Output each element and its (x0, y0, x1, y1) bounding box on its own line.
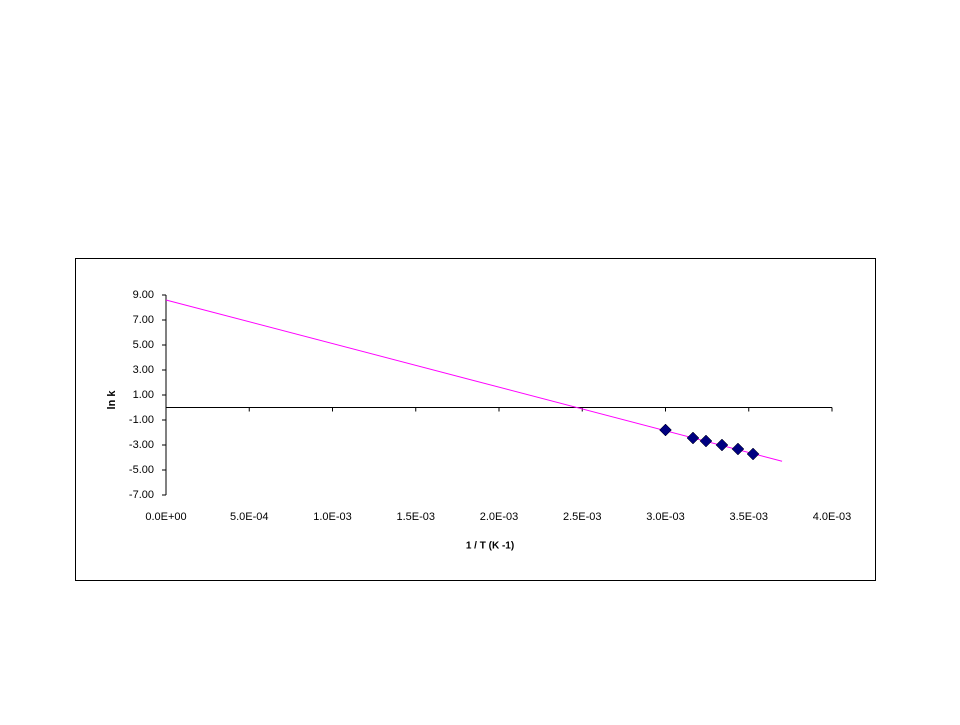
data-point (715, 438, 729, 452)
chart-frame (75, 258, 876, 581)
data-point (731, 442, 745, 456)
data-point (686, 431, 700, 445)
x-tick-label: 5.0E-04 (230, 511, 269, 523)
x-tick-label: 2.5E-03 (563, 511, 602, 523)
y-tick-label: 5.00 (133, 339, 154, 351)
y-tick-label: -7.00 (129, 489, 154, 501)
y-tick-label: 3.00 (133, 364, 154, 376)
data-point (659, 423, 672, 437)
x-axis-label: 1 / T (K -1) (466, 541, 514, 552)
data-point (699, 434, 713, 448)
y-tick-label: -3.00 (129, 439, 154, 451)
x-tick-label: 3.5E-03 (729, 511, 768, 523)
y-tick-label: -1.00 (129, 414, 154, 426)
y-axis-label: ln k (106, 390, 118, 410)
x-tick-label: 0.0E+00 (145, 511, 186, 523)
y-tick-label: 9.00 (133, 289, 154, 301)
x-tick-label: 2.0E-03 (480, 511, 519, 523)
trendline (165, 299, 783, 462)
data-point (746, 447, 760, 461)
y-tick-label: -5.00 (129, 464, 154, 476)
x-tick-label: 1.5E-03 (396, 511, 435, 523)
x-tick-label: 3.0E-03 (646, 511, 685, 523)
y-tick-label: 7.00 (133, 314, 154, 326)
y-tick-label: 1.00 (133, 389, 154, 401)
x-tick-label: 1.0E-03 (313, 511, 352, 523)
x-tick-label: 4.0E-03 (813, 511, 852, 523)
